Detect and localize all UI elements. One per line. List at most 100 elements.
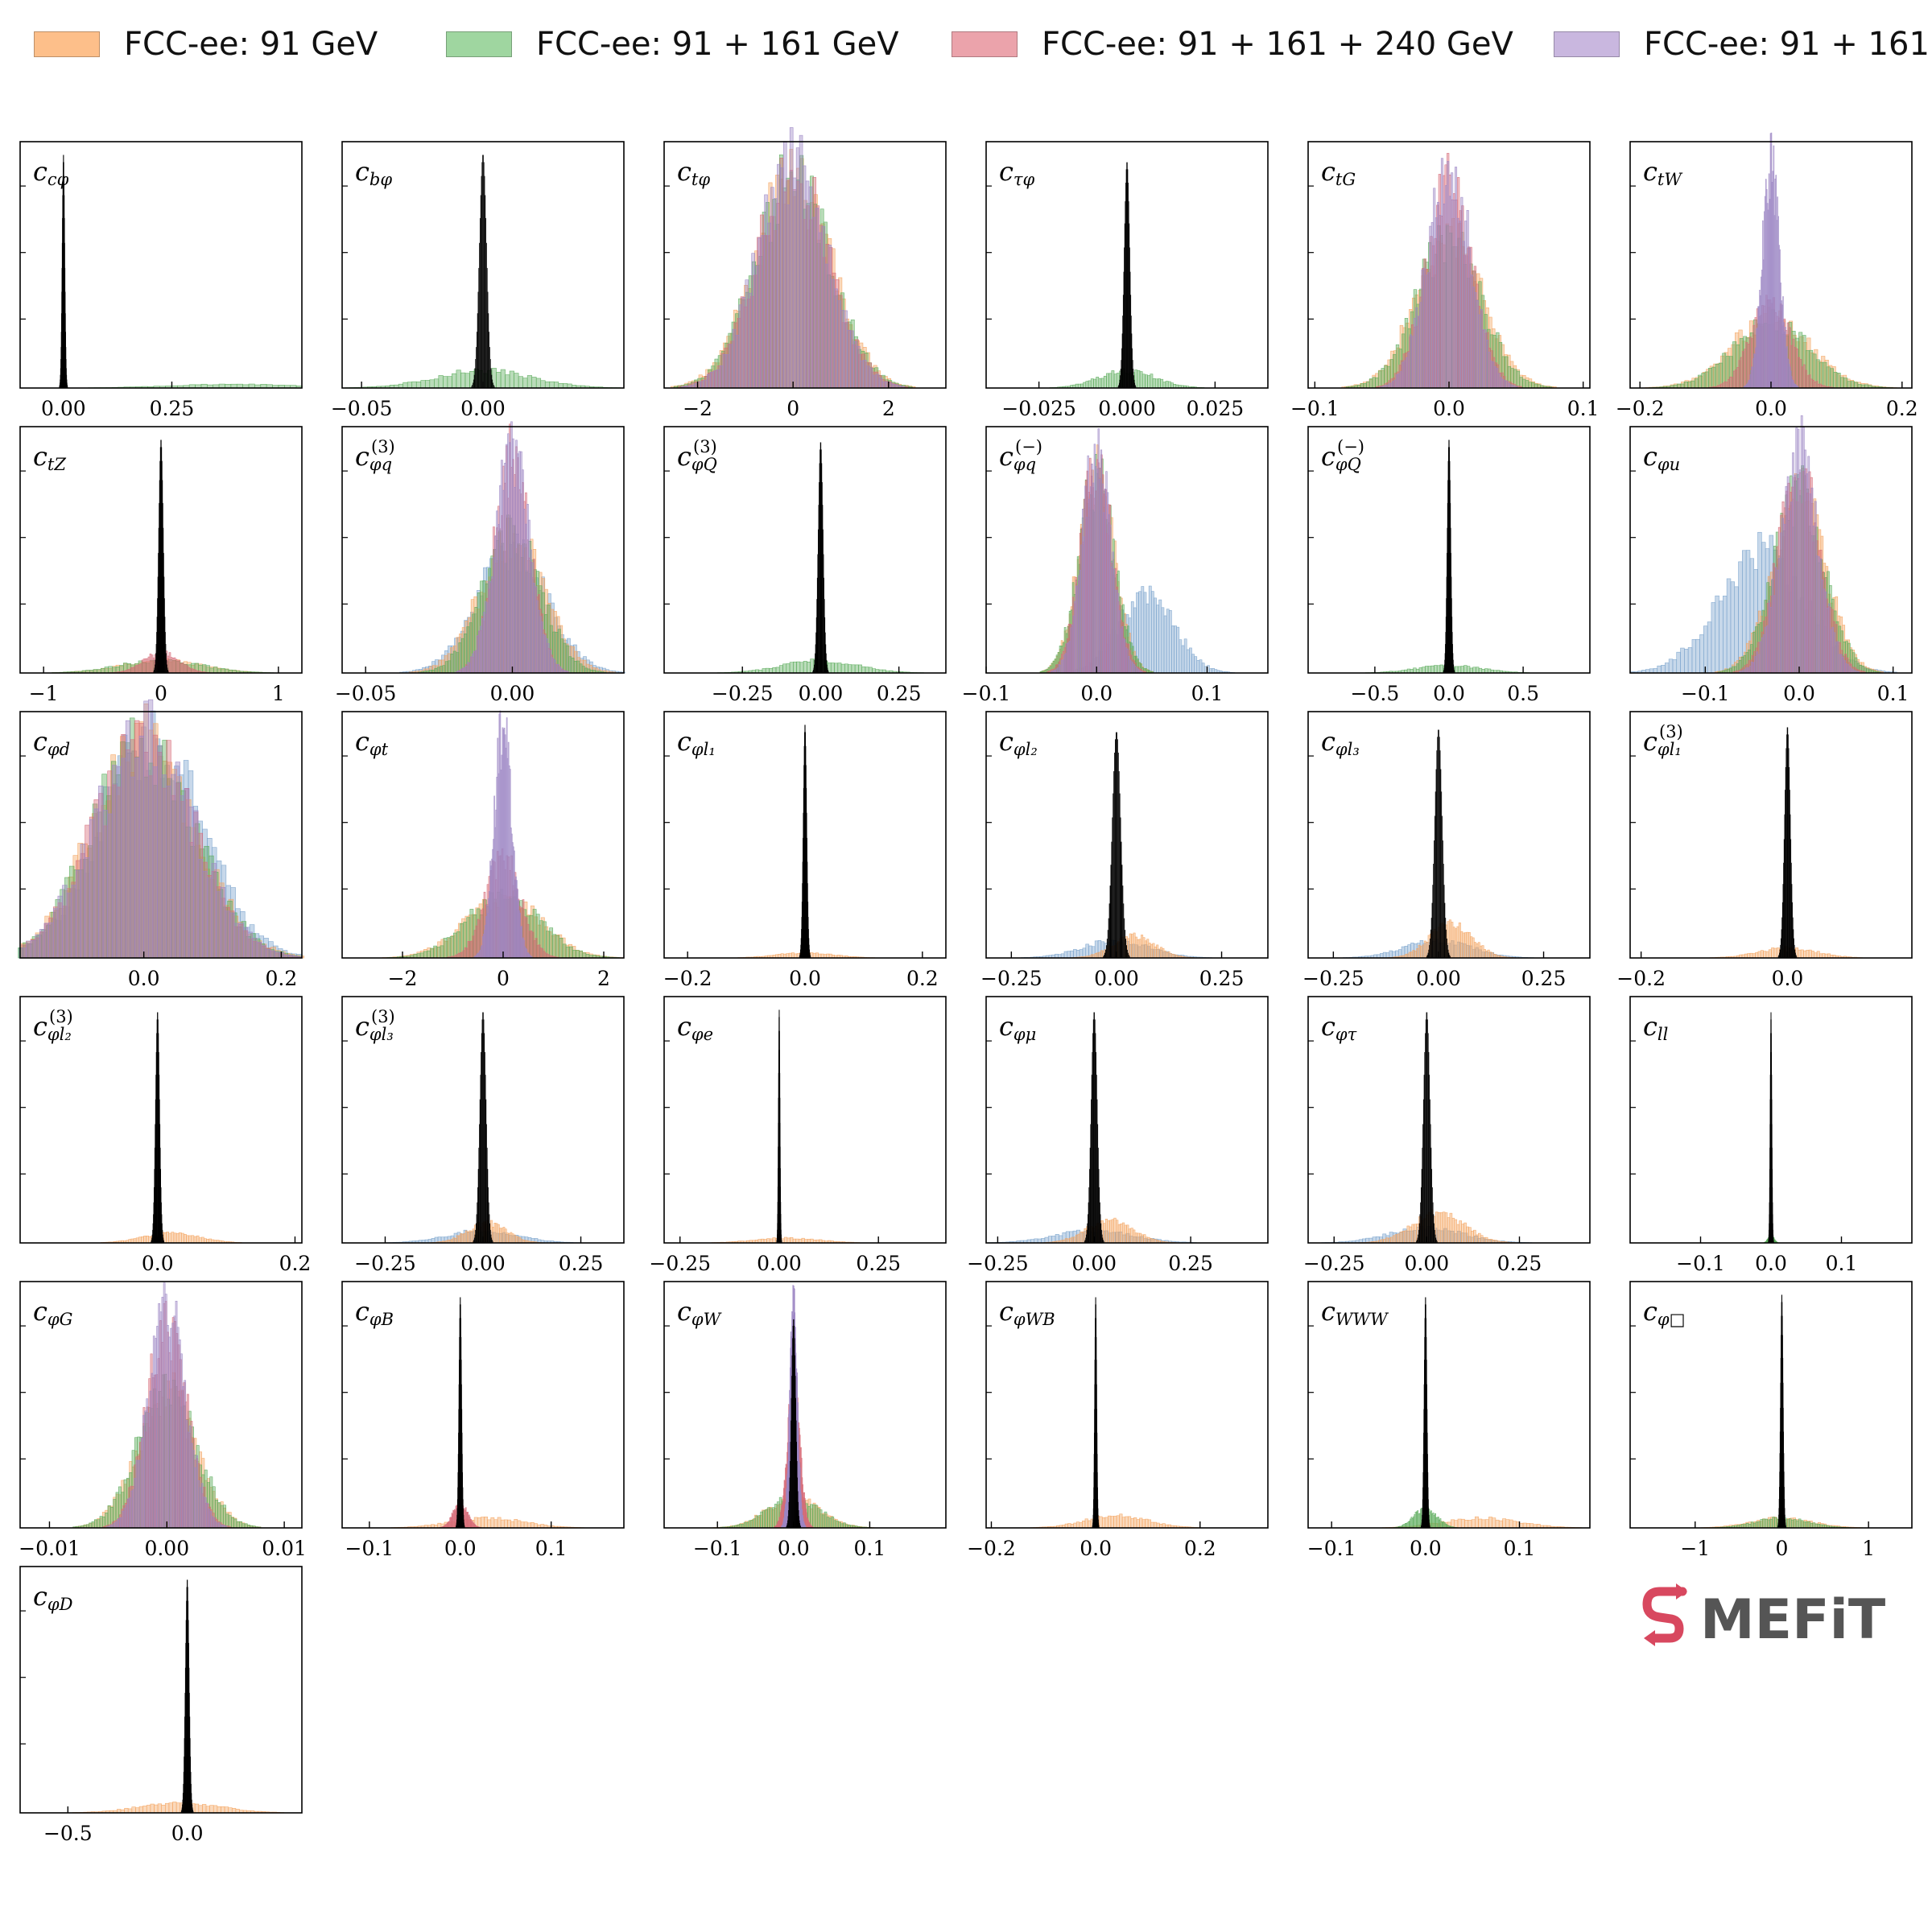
hist-bar	[1442, 1212, 1446, 1244]
x-tick-label: −0.2	[1616, 967, 1666, 990]
hist-bar	[1434, 1223, 1435, 1243]
hist-bar	[442, 665, 446, 674]
hist-bar	[1447, 945, 1448, 958]
hist-bar	[1476, 943, 1479, 959]
hist-bar	[1116, 1220, 1119, 1244]
hist-bar	[1123, 271, 1125, 388]
hist-bar	[436, 667, 440, 674]
hist-bar	[225, 910, 230, 959]
hist-bar	[762, 668, 766, 674]
hist-bar	[772, 1237, 776, 1244]
hist-bar	[171, 774, 176, 959]
hist-bar	[1430, 929, 1431, 958]
hist-bar	[415, 381, 422, 389]
hist-bar	[1738, 360, 1741, 389]
x-tick-label: 0.0	[1783, 682, 1815, 705]
hist-bar	[1418, 667, 1422, 674]
hist-bar	[1131, 333, 1133, 388]
hist-bar	[143, 700, 149, 959]
hist-bar	[1809, 493, 1812, 674]
hist-bar	[576, 660, 580, 674]
hist-bar	[1698, 374, 1702, 389]
hist-bar	[1838, 654, 1841, 674]
hist-bar	[1728, 378, 1730, 389]
hist-bar	[1798, 949, 1802, 959]
hist-bar	[430, 947, 434, 959]
hist-bar	[1111, 1219, 1114, 1244]
hist-bar	[487, 1169, 489, 1243]
x-tick-label: 0	[786, 397, 799, 420]
hist-bar	[1735, 369, 1737, 389]
hist-bar	[1815, 381, 1818, 389]
hist-bar	[138, 1236, 142, 1244]
hist-bar	[509, 370, 514, 389]
series-black	[1426, 729, 1451, 958]
hist-bar	[1393, 379, 1397, 389]
hist-bar	[1113, 1217, 1117, 1244]
hist-bar	[1111, 841, 1113, 958]
hist-bar	[48, 922, 54, 959]
hist-bar	[460, 1233, 463, 1244]
hist-bar	[1167, 381, 1171, 389]
hist-bar	[1823, 588, 1826, 674]
hist-bar	[1064, 1238, 1068, 1244]
hist-bar	[1112, 817, 1113, 958]
hist-bar	[1466, 1226, 1469, 1244]
hist-bar	[1121, 865, 1123, 958]
hist-bar	[1795, 348, 1798, 389]
hist-bar	[1433, 1214, 1435, 1243]
x-tick-label: −0.25	[967, 1252, 1029, 1275]
hist-bar	[1447, 161, 1450, 389]
hist-bar	[1098, 378, 1102, 389]
hist-bar	[493, 385, 494, 388]
series-purple	[21, 699, 303, 959]
x-tick-label: 0.2	[266, 967, 298, 990]
hist-bar	[1436, 750, 1438, 958]
hist-bar	[1111, 370, 1115, 389]
series-black	[1084, 1012, 1104, 1243]
hist-bar	[1410, 952, 1414, 959]
hist-bar	[1531, 382, 1535, 389]
hist-bar	[1389, 1236, 1393, 1244]
hist-bar	[1516, 370, 1521, 389]
hist-bar	[1419, 1214, 1421, 1243]
hist-bar	[444, 661, 448, 674]
hist-bar	[1745, 667, 1748, 674]
hist-bar	[1766, 625, 1769, 674]
hist-bar	[786, 663, 791, 674]
hist-bar	[1380, 953, 1384, 959]
hist-bar	[488, 1187, 489, 1243]
hist-bar	[1786, 476, 1790, 674]
hist-bar	[43, 923, 49, 959]
hist-bar	[1134, 382, 1136, 388]
hist-bar	[220, 886, 226, 959]
hist-bar	[1117, 386, 1119, 388]
hist-bar	[491, 1237, 493, 1243]
hist-bar	[565, 946, 570, 959]
hist-bar	[1683, 381, 1688, 389]
hist-bar	[247, 931, 253, 959]
hist-bar	[484, 1033, 485, 1243]
hist-bar	[1695, 638, 1700, 674]
hist-bar	[1399, 1232, 1403, 1244]
hist-bar	[116, 766, 122, 959]
hist-bar	[515, 1236, 518, 1244]
hist-bar	[1826, 366, 1831, 389]
hist-bar	[1694, 378, 1699, 389]
hist-bar	[1466, 210, 1469, 389]
hist-bar	[869, 367, 873, 389]
hist-bar	[419, 952, 424, 959]
hist-bar	[1448, 196, 1451, 389]
hist-bar	[559, 938, 564, 959]
hist-bar	[1176, 626, 1180, 674]
legend-item-91-161: FCC-ee: 91 + 161 GeV	[446, 24, 899, 64]
hist-bar	[1156, 605, 1160, 674]
hist-bar	[1847, 381, 1852, 389]
hist-bar	[1397, 1233, 1401, 1244]
hist-bar	[146, 1236, 150, 1244]
hist-bar	[1436, 665, 1441, 674]
hist-bar	[1814, 952, 1818, 959]
legend-item-91-161-240: FCC-ee: 91 + 161 + 240 GeV	[952, 24, 1513, 64]
